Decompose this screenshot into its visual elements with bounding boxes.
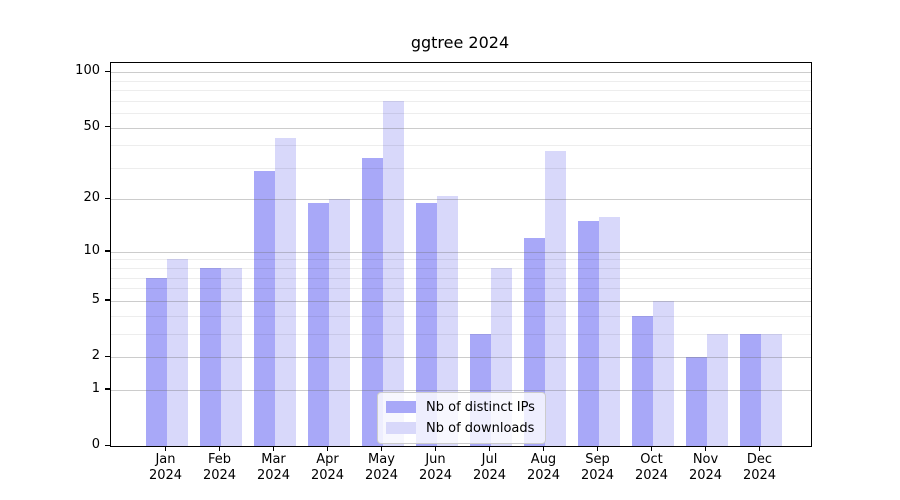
bar-downloads-apr: [328, 199, 350, 446]
y-tick-mark-1: [105, 388, 110, 390]
gridline-minor-80: [111, 90, 811, 92]
bar-downloads-oct: [652, 300, 674, 446]
y-tick-label-5: 5: [91, 291, 100, 307]
legend-swatch-downloads: [386, 422, 416, 434]
gridline-major-1: [111, 389, 811, 391]
legend-swatch-distinct-ips: [386, 401, 416, 413]
x-tick-label-nov: Nov 2024: [688, 452, 723, 483]
x-tick-mark-dec: [759, 446, 761, 451]
bar-distinct-ips-dec: [739, 333, 761, 446]
bar-distinct-ips-feb: [199, 268, 221, 446]
x-tick-label-oct: Oct 2024: [634, 452, 669, 483]
y-tick-label-1: 1: [91, 380, 100, 396]
gridline-major-10: [111, 251, 811, 253]
gridline-major-100: [111, 72, 811, 74]
y-tick-mark-10: [105, 250, 110, 252]
y-tick-mark-20: [105, 197, 110, 200]
gridline-minor-4: [111, 315, 811, 317]
bar-distinct-ips-mar: [253, 170, 275, 446]
bar-distinct-ips-may: [361, 158, 383, 446]
x-tick-label-jul: Jul 2024: [472, 452, 507, 483]
gridline-minor-70: [111, 100, 811, 102]
x-tick-mark-may: [381, 446, 383, 451]
gridline-minor-30: [111, 167, 811, 169]
bar-distinct-ips-jun: [415, 203, 437, 446]
legend-item-distinct-ips: Nb of distinct IPs: [386, 398, 535, 416]
x-tick-label-apr: Apr 2024: [310, 452, 345, 483]
gridline-minor-6: [111, 288, 811, 290]
y-tick-label-2: 2: [91, 348, 100, 363]
x-tick-mark-jan: [165, 446, 167, 451]
y-tick-label-50: 50: [83, 118, 100, 134]
x-tick-label-dec: Dec 2024: [742, 452, 777, 483]
bar-distinct-ips-oct: [631, 315, 653, 446]
bar-downloads-mar: [274, 137, 296, 446]
gridline-minor-60: [111, 113, 811, 115]
legend-item-downloads: Nb of downloads: [386, 419, 535, 437]
x-tick-label-mar: Mar 2024: [256, 452, 291, 483]
x-tick-mark-aug: [543, 446, 545, 451]
bar-distinct-ips-apr: [307, 203, 329, 446]
legend-label-distinct-ips: Nb of distinct IPs: [426, 399, 535, 415]
legend: Nb of distinct IPs Nb of downloads: [377, 392, 546, 444]
chart-title: ggtree 2024: [410, 33, 510, 52]
y-tick-mark-0: [105, 444, 110, 446]
y-tick-label-10: 10: [83, 242, 100, 258]
y-tick-label-100: 100: [75, 63, 100, 79]
gridline-minor-9: [111, 259, 811, 261]
gridline-major-5: [111, 300, 811, 302]
gridline-major-2: [111, 357, 811, 358]
bar-distinct-ips-nov: [685, 357, 707, 446]
x-tick-mark-apr: [327, 446, 329, 451]
gridline-minor-90: [111, 80, 811, 82]
y-tick-label-0: 0: [91, 437, 100, 452]
gridline-minor-7: [111, 277, 811, 279]
gridline-major-20: [111, 199, 811, 201]
bar-downloads-jun: [436, 195, 458, 446]
x-tick-label-feb: Feb 2024: [202, 452, 237, 483]
x-tick-mark-mar: [273, 446, 275, 451]
y-tick-mark-50: [105, 126, 110, 128]
x-tick-label-jun: Jun 2024: [418, 452, 453, 483]
gridline-major-50: [111, 127, 811, 129]
bar-downloads-aug: [544, 151, 566, 446]
gridline-minor-8: [111, 268, 811, 270]
x-tick-label-sep: Sep 2024: [580, 452, 615, 483]
y-tick-label-20: 20: [83, 190, 100, 206]
x-tick-label-may: May 2024: [364, 452, 399, 483]
y-tick-mark-5: [105, 299, 110, 301]
bar-downloads-nov: [706, 333, 728, 446]
x-tick-mark-nov: [705, 446, 707, 451]
bar-downloads-sep: [598, 216, 620, 446]
x-tick-mark-sep: [597, 446, 599, 451]
bar-distinct-ips-sep: [577, 221, 599, 446]
x-tick-label-jan: Jan 2024: [148, 452, 183, 483]
x-tick-mark-feb: [219, 446, 221, 451]
legend-label-downloads: Nb of downloads: [426, 420, 535, 436]
x-tick-mark-jun: [435, 446, 437, 451]
bar-downloads-may: [382, 100, 404, 446]
gridline-minor-3: [111, 333, 811, 335]
bar-downloads-dec: [760, 333, 782, 446]
plot-area: [110, 62, 812, 447]
x-tick-mark-oct: [651, 446, 653, 451]
y-tick-mark-2: [105, 355, 110, 357]
x-tick-label-aug: Aug 2024: [526, 452, 561, 483]
bar-downloads-feb: [220, 268, 242, 446]
gridline-minor-40: [111, 145, 811, 147]
x-tick-mark-jul: [489, 446, 491, 451]
y-tick-mark-100: [105, 70, 110, 72]
bar-distinct-ips-jan: [145, 277, 167, 446]
bar-downloads-jan: [166, 259, 188, 446]
